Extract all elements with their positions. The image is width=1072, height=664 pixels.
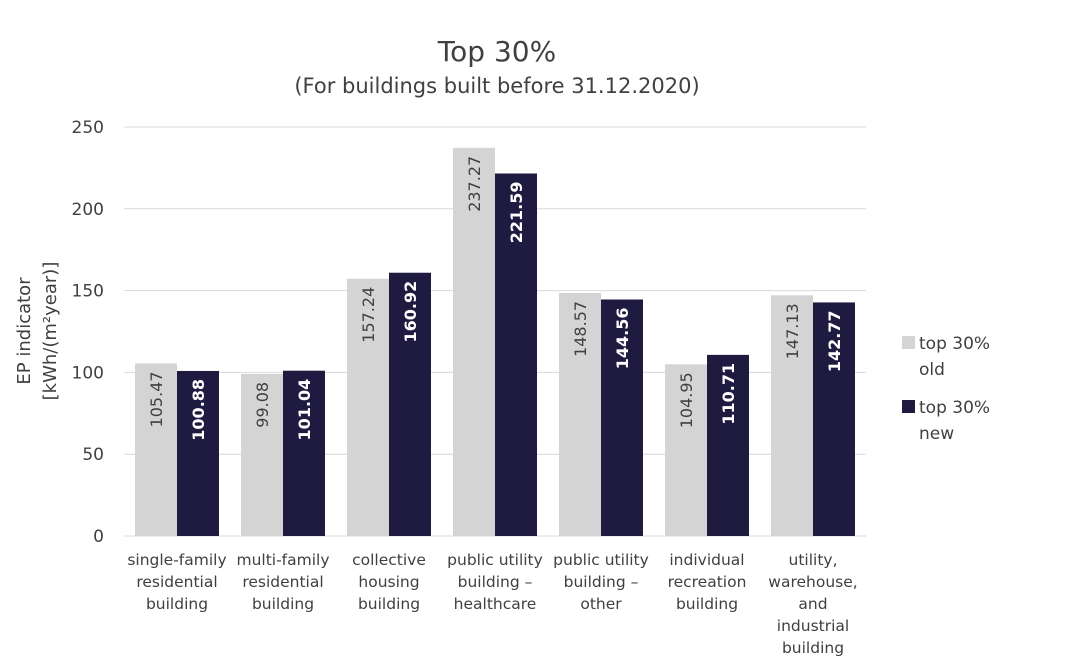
y-tick-label: 100: [72, 363, 104, 383]
bar-new: [601, 299, 643, 536]
data-label-old: 104.95: [677, 372, 696, 428]
data-label-new: 110.71: [719, 363, 738, 425]
category-label: individual: [669, 551, 744, 569]
y-axis-ticks: 0 50 100 150 200 250: [72, 118, 104, 547]
chart-subtitle: (For buildings built before 31.12.2020): [294, 74, 699, 98]
category-label: residential: [242, 573, 323, 591]
y-tick-label: 200: [72, 200, 104, 220]
category-label: other: [580, 595, 622, 613]
chart-title: Top 30%: [437, 35, 556, 68]
category-label: warehouse,: [768, 573, 857, 591]
legend-swatch-new: [902, 400, 915, 413]
category-label: housing: [358, 573, 419, 591]
category-label: public utility: [553, 551, 649, 569]
category-label: building: [676, 595, 738, 613]
category-label: utility,: [789, 551, 838, 569]
category-label: multi-family: [236, 551, 329, 569]
category-label: building –: [564, 573, 639, 591]
bar-old: [135, 363, 177, 536]
y-tick-label: 250: [72, 118, 104, 138]
category-label: collective: [352, 551, 426, 569]
category-label: public utility: [447, 551, 543, 569]
data-label-new: 221.59: [507, 181, 526, 243]
category-label: building –: [458, 573, 533, 591]
data-label-old: 99.08: [253, 382, 272, 428]
legend-swatch-old: [902, 336, 915, 349]
category-label: and: [798, 595, 827, 613]
data-label-new: 101.04: [295, 379, 314, 441]
bar-new: [813, 302, 855, 536]
category-label: building: [252, 595, 314, 613]
bar-old: [559, 292, 601, 536]
category-label: building: [358, 595, 420, 613]
legend-label-new: top 30%: [919, 398, 990, 418]
bar-old: [665, 364, 707, 536]
data-label-old: 105.47: [147, 371, 166, 427]
x-axis-categories: single-family residential building multi-fa…: [127, 551, 857, 657]
data-labels: 105.47 100.88 99.08 101.04 157.24 160.92 237.2…: [147, 156, 844, 441]
bar-old: [241, 373, 283, 536]
bar-old: [453, 147, 495, 536]
category-label: building: [146, 595, 208, 613]
data-label-old: 237.27: [465, 156, 484, 212]
y-tick-label: 0: [93, 527, 104, 547]
data-label-new: 160.92: [401, 281, 420, 343]
data-label-old: 157.24: [359, 287, 378, 343]
data-label-old: 147.13: [783, 303, 802, 359]
category-label: recreation: [668, 573, 747, 591]
category-label: healthcare: [454, 595, 537, 613]
category-label: industrial: [777, 617, 849, 635]
data-label-old: 148.57: [571, 301, 590, 357]
bar-new: [495, 173, 537, 536]
category-label: single-family: [127, 551, 226, 569]
category-label: building: [782, 639, 844, 657]
y-tick-label: 150: [72, 282, 104, 302]
data-label-new: 144.56: [613, 307, 632, 369]
y-axis-label-line-2: [kWh/(m²year)]: [40, 262, 61, 401]
bar-old: [771, 295, 813, 536]
data-label-new: 100.88: [189, 379, 208, 441]
bar-new: [707, 354, 749, 536]
category-label: residential: [136, 573, 217, 591]
data-label-new: 142.77: [825, 310, 844, 372]
legend: top 30% old top 30% new: [902, 334, 990, 444]
bar-new: [389, 272, 431, 536]
y-axis-label: EP indicator [kWh/(m²year)]: [14, 262, 61, 401]
y-axis-label-line-1: EP indicator: [14, 277, 35, 385]
legend-label-old: old: [919, 360, 945, 380]
legend-label-new: new: [919, 424, 954, 444]
legend-label-old: top 30%: [919, 334, 990, 354]
bar-new: [283, 370, 325, 536]
bars: [135, 147, 855, 536]
y-tick-label: 50: [82, 445, 104, 465]
bar-old: [347, 278, 389, 536]
bar-new: [177, 370, 219, 536]
